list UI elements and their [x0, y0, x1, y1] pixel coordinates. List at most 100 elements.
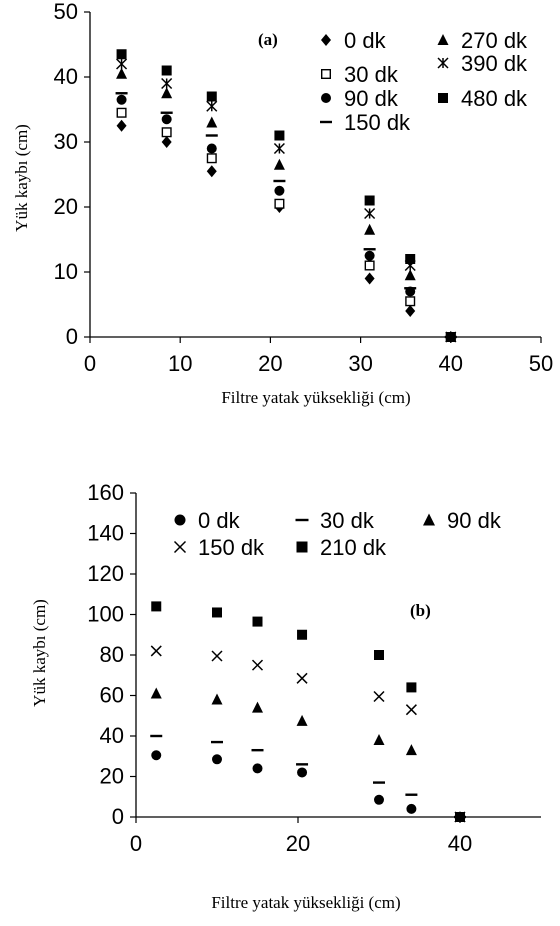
chart-a-y-tick-label-20: 20 — [54, 194, 78, 219]
chart-b-point-90-dk-2 — [252, 701, 263, 713]
chart-a-ticks: 0 10 20 30 40 50 0 10 20 30 40 50 — [54, 0, 554, 376]
chart-b-point-0-dk-3 — [297, 767, 308, 778]
chart-b-point-90-dk-5 — [405, 744, 417, 756]
chart-a-point-480-dk-1 — [161, 65, 172, 76]
chart-a-x-tick-label-40: 40 — [439, 351, 463, 376]
chart-b-legend-label-210-dk: 210 dk — [320, 535, 387, 560]
chart-a-point-390-dk-0 — [116, 58, 128, 70]
chart-a-point-390-dk-3 — [273, 142, 285, 155]
chart-b-point-150-dk-0 — [150, 645, 162, 657]
chart-b-legend-label-150-dk: 150 dk — [198, 535, 265, 560]
chart-b-x-tick-label-20: 20 — [286, 831, 310, 856]
chart-a-legend-label-150-dk: 150 dk — [344, 110, 411, 135]
chart-a-point-30-dk-3 — [274, 198, 285, 209]
chart-a-point-270-dk-3 — [273, 158, 285, 170]
chart-a-y-tick-label-30: 30 — [54, 129, 78, 154]
chart-a-point-480-dk-5 — [405, 254, 416, 264]
chart-a-point-90-dk-2 — [206, 143, 217, 154]
chart-a-legend-label-390-dk: 390 dk — [461, 51, 528, 76]
chart-b-series-210-dk — [151, 601, 465, 822]
chart-b-point-210-dk-1 — [212, 607, 222, 618]
chart-b-point-150-dk-3 — [296, 672, 308, 684]
chart-a-point-270-dk-4 — [364, 223, 376, 235]
chart-b-y-tick-label-160: 160 — [87, 480, 124, 505]
chart-b-x-tick-label-0: 0 — [130, 831, 142, 856]
chart-b-point-210-dk-4 — [374, 650, 384, 660]
chart-b-point-210-dk-0 — [151, 601, 162, 612]
chart-a-point-30-dk-0 — [116, 107, 127, 118]
chart-b-legend-label-0-dk: 0 dk — [198, 508, 241, 533]
chart-a-point-0-dk-0 — [116, 119, 127, 132]
chart-a-point-90-dk-3 — [274, 185, 285, 196]
chart-a-point-270-dk-0 — [116, 67, 128, 79]
chart-a-y-tick-label-0: 0 — [66, 324, 78, 349]
chart-b-series-0-dk — [151, 750, 465, 822]
chart-a-axes — [89, 12, 541, 338]
chart-a-point-0-dk-2 — [206, 165, 217, 178]
chart-a-point-90-dk-4 — [364, 250, 375, 261]
chart-b-legend-item-0-dk: 0 dk — [174, 508, 241, 533]
chart-a-x-tick-label-20: 20 — [258, 351, 282, 376]
chart-b-point-90-dk-0 — [150, 687, 162, 699]
chart-a-legend-item-30-dk: 30 dk — [321, 62, 399, 87]
chart-a-legend-label-270-dk: 270 dk — [461, 28, 528, 53]
chart-b-legend: 0 dk 30 dk 90 dk 150 dk 210 dk — [173, 508, 502, 560]
chart-a-legend-item-0-dk: 0 dk — [321, 28, 387, 53]
chart-a-legend-marker-90-dk — [321, 93, 331, 103]
chart-b-legend-item-210-dk: 210 dk — [296, 535, 387, 560]
chart-b-point-0-dk-2 — [252, 763, 263, 774]
chart-b-series-90-dk — [150, 687, 466, 822]
chart-a-panel-label: (a) — [258, 30, 278, 49]
chart-a-point-270-dk-1 — [161, 87, 173, 99]
chart-b-x-axis-title: Filtre yatak yüksekliği (cm) — [211, 893, 400, 912]
chart-a-legend-marker-270-dk — [437, 34, 449, 45]
chart-a-legend-marker-30-dk — [321, 68, 332, 79]
chart-a-marks — [115, 49, 457, 343]
chart-b-point-90-dk-3 — [296, 714, 308, 726]
chart-a-legend-label-30-dk: 30 dk — [344, 62, 399, 87]
chart-b-panel-label: (b) — [410, 601, 431, 620]
chart-b-legend-label-30-dk: 30 dk — [320, 508, 375, 533]
chart-a-x-tick-label-30: 30 — [348, 351, 372, 376]
chart-b-y-tick-label-60: 60 — [100, 683, 124, 708]
chart-b-y-tick-label-120: 120 — [87, 561, 124, 586]
chart-a-point-30-dk-4 — [364, 260, 375, 271]
chart-a-point-270-dk-5 — [404, 269, 416, 281]
chart-b-point-0-dk-4 — [374, 794, 384, 805]
chart-b-legend-marker-150-dk — [173, 540, 187, 554]
chart-b-point-0-dk-5 — [406, 803, 417, 814]
chart-b-point-210-dk-3 — [297, 629, 308, 640]
chart-b-legend-item-150-dk: 150 dk — [173, 535, 265, 560]
chart-a-series-0-dk — [116, 119, 456, 343]
chart-b-y-tick-label-40: 40 — [100, 723, 124, 748]
chart-b-legend-marker-90-dk — [423, 513, 435, 526]
chart-a-legend-marker-0-dk — [321, 34, 331, 46]
chart-b-y-tick-label-80: 80 — [100, 642, 124, 667]
chart-a-y-axis-title: Yük kaybı (cm) — [12, 124, 31, 232]
chart-a-y-tick-label-40: 40 — [54, 64, 78, 89]
chart-a-legend-item-480-dk: 480 dk — [438, 86, 528, 111]
chart-b-point-210-dk-5 — [406, 682, 417, 693]
chart-a-point-480-dk-0 — [116, 49, 127, 60]
chart-b-series-150-dk — [150, 645, 466, 823]
chart-a-point-0-dk-5 — [405, 305, 416, 317]
chart-a-series-390-dk — [116, 58, 457, 343]
chart-b-legend-label-90-dk: 90 dk — [447, 508, 502, 533]
chart-panel-b: 0 20 40 60 80 100 120 140 160 0 20 40 0 dk 30 dk 90 d… — [30, 480, 541, 912]
chart-a-point-390-dk-1 — [161, 77, 173, 90]
chart-b-point-150-dk-4 — [373, 690, 385, 703]
chart-a-legend-label-480-dk: 480 dk — [461, 86, 528, 111]
chart-a-point-480-dk-4 — [364, 195, 375, 206]
chart-b-ticks: 0 20 40 60 80 100 120 140 160 0 20 40 — [87, 480, 472, 856]
chart-a-legend-item-390-dk: 390 dk — [437, 51, 528, 76]
chart-a-legend-item-90-dk: 90 dk — [321, 86, 399, 111]
chart-b-point-90-dk-1 — [211, 693, 223, 705]
chart-b-y-tick-label-20: 20 — [100, 764, 124, 789]
chart-b-legend-item-90-dk: 90 dk — [423, 508, 502, 533]
chart-b-marks — [150, 601, 466, 823]
chart-b-y-tick-label-0: 0 — [112, 804, 124, 829]
chart-a-legend-marker-390-dk — [437, 57, 449, 69]
